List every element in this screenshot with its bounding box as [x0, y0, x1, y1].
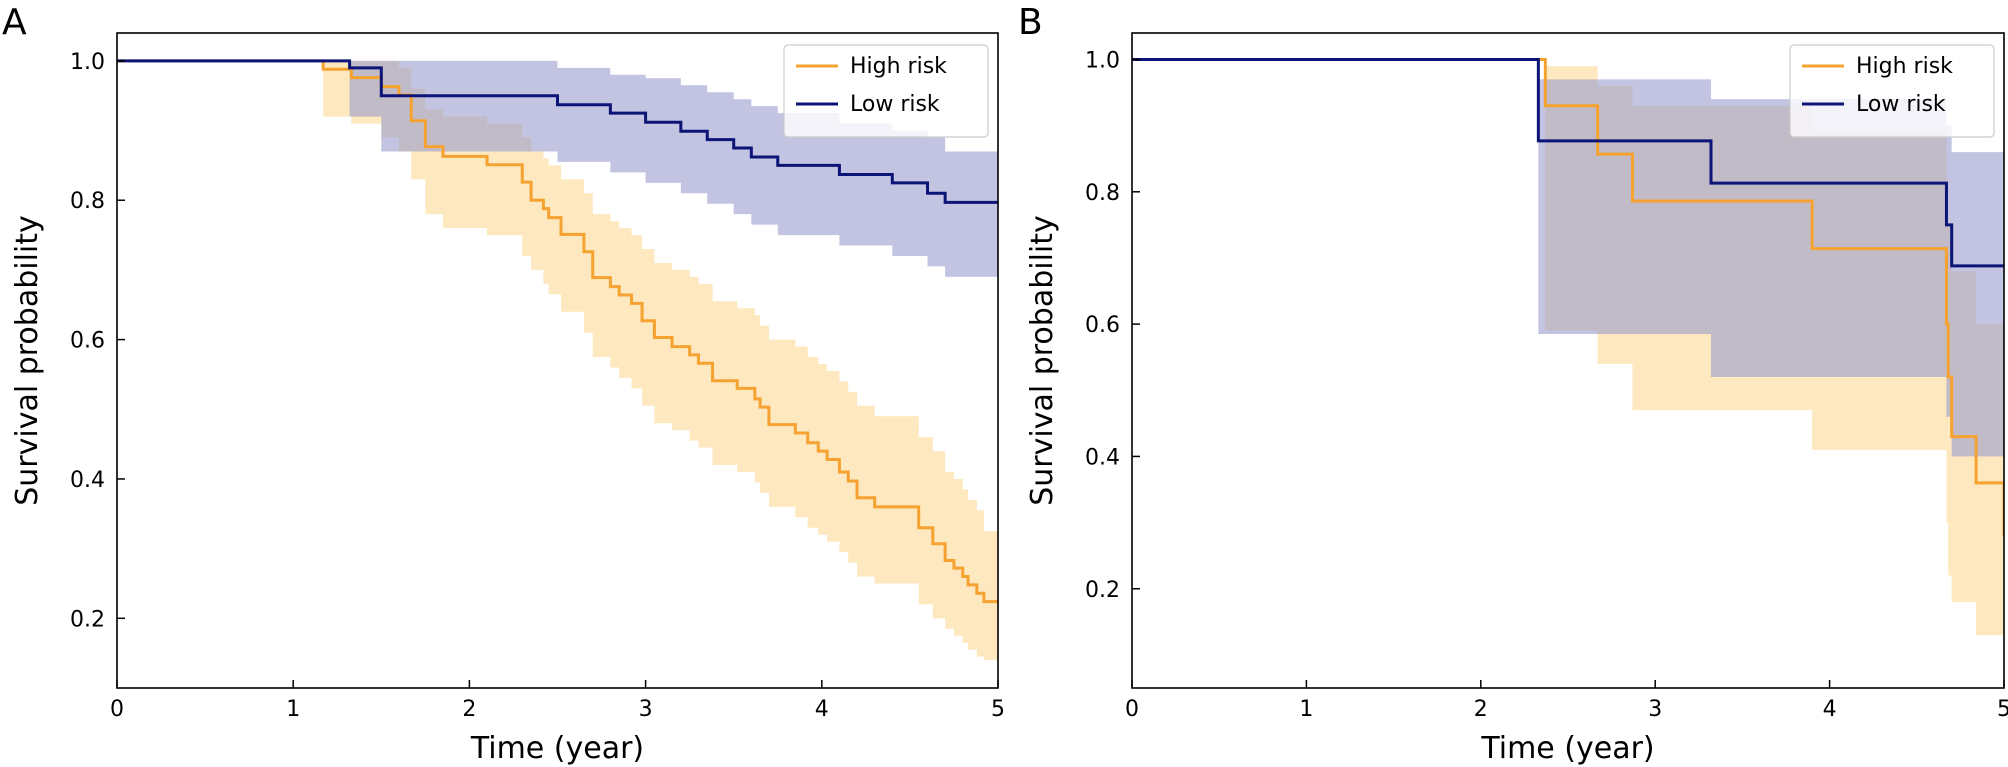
survival-line-low-risk — [117, 59, 998, 204]
x-tick-label: 1 — [1299, 697, 1313, 722]
confidence-band-low-risk — [1132, 59, 2004, 457]
x-tick-label: 4 — [815, 697, 829, 722]
legend-box — [783, 44, 989, 138]
y-tick-label: 0.4 — [70, 468, 105, 493]
x-tick-label: 0 — [1125, 697, 1139, 722]
x-tick-label: 3 — [639, 697, 653, 722]
y-tick-label: 0.8 — [70, 189, 105, 214]
axes-frame — [1131, 32, 2005, 689]
x-tick-label: 3 — [1648, 697, 1662, 722]
y-axis-label: Survival probability — [1025, 215, 1060, 506]
y-tick-label: 0.2 — [1085, 578, 1120, 603]
panel-a: 0 1 2 3 4 5 0.2 0.4 0.6 0.8 1.0 Time (year) Survival… — [2, 2, 1005, 766]
legend-label-high-risk: High risk — [1856, 54, 1953, 79]
axes-frame — [116, 32, 999, 689]
x-tick-label: 5 — [991, 697, 1005, 722]
survival-line-high-risk — [1132, 57, 2004, 536]
plot-area — [1132, 57, 2004, 662]
confidence-band-low-risk — [117, 60, 998, 277]
x-tick-label: 4 — [1823, 697, 1837, 722]
y-tick-label: 0.4 — [1085, 445, 1120, 470]
survival-line-high-risk — [117, 59, 998, 604]
x-tick-label: 5 — [1997, 697, 2008, 722]
y-tick-label: 0.2 — [70, 607, 105, 632]
y-tick-label: 1.0 — [70, 50, 105, 75]
panel-b: 0 1 2 3 4 5 0.2 0.4 0.6 0.8 1.0 Time (year) Survival… — [1018, 2, 2008, 766]
x-tick-label: 2 — [462, 697, 476, 722]
x-tick-label: 1 — [286, 697, 300, 722]
y-tick-label: 0.8 — [1085, 181, 1120, 206]
survival-line-low-risk — [1132, 57, 2004, 268]
x-tick-label: 2 — [1474, 697, 1488, 722]
legend: High risk Low risk — [783, 44, 989, 138]
panel-letter: A — [2, 2, 27, 43]
y-tick-label: 0.6 — [1085, 313, 1120, 338]
x-tick-label: 0 — [110, 697, 124, 722]
confidence-band-high-risk — [117, 60, 998, 661]
panel-letter: B — [1018, 2, 1043, 43]
legend-label-low-risk: Low risk — [850, 92, 940, 117]
plot-area — [117, 59, 998, 661]
y-axis-label: Survival probability — [10, 215, 45, 506]
x-axis-label: Time (year) — [1480, 731, 1654, 766]
legend-box — [1789, 44, 1995, 138]
x-axis-label: Time (year) — [470, 731, 644, 766]
y-tick-label: 1.0 — [1085, 48, 1120, 73]
legend: High risk Low risk — [1789, 44, 1995, 138]
legend-label-high-risk: High risk — [850, 54, 947, 79]
legend-label-low-risk: Low risk — [1856, 92, 1946, 117]
y-tick-label: 0.6 — [70, 329, 105, 354]
